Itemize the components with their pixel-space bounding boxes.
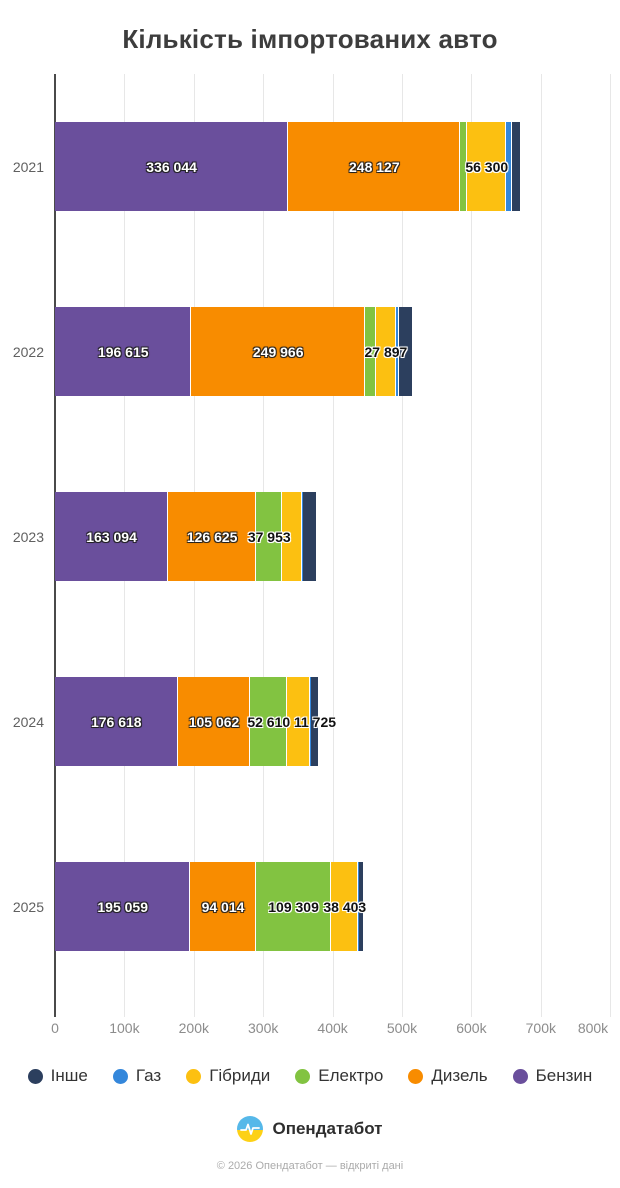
- bar-segment-Дизель-2024[interactable]: [177, 677, 250, 766]
- bar-segment-Дизель-2023[interactable]: [168, 492, 256, 581]
- x-tick-label: 500k: [386, 1020, 418, 1036]
- bar-segment-Електро-2022[interactable]: [364, 307, 376, 396]
- bar-segment-Дизель-2021[interactable]: [288, 122, 460, 211]
- data-label-Дизель-2024: 105 062: [188, 713, 240, 730]
- chart-title: Кількість імпортованих авто: [122, 24, 498, 54]
- data-label-Бензин-2021: 336 044: [146, 158, 197, 175]
- data-label-Гібриди-2025: 38 403: [323, 898, 367, 915]
- bar-row-2024: 176 618 105 062 52 610 11 725: [55, 677, 612, 766]
- bar-segment-Електро-2023[interactable]: [256, 492, 282, 581]
- gridline: [610, 74, 612, 1017]
- legend-label: Електро: [318, 1066, 384, 1085]
- data-label-Електро-2024: 52 610: [247, 713, 291, 730]
- legend-item-Дизель[interactable]: Дизель: [408, 1066, 488, 1086]
- legend-dot-icon: [27, 1068, 43, 1084]
- gridline: [471, 74, 473, 1017]
- bar-segment-Інше-2023[interactable]: [302, 492, 317, 581]
- bar-row-2021: 336 044 248 127 56 300: [55, 122, 612, 211]
- bar-segment-Бензин-2023[interactable]: [55, 492, 168, 581]
- bar-segment-Бензин-2021[interactable]: [55, 122, 288, 211]
- data-label-Електро-2023: 37 953: [247, 528, 291, 545]
- x-tick-label: 300k: [248, 1020, 279, 1036]
- bar-segment-Дизель-2025[interactable]: [190, 862, 255, 951]
- data-label-Гібриди-2022: 27 897: [364, 343, 408, 360]
- bar-segment-Інше-2025[interactable]: [358, 862, 363, 951]
- bar-row-2022: 196 615 249 966 27 897: [55, 307, 612, 396]
- legend-label: Інше: [50, 1066, 88, 1085]
- brand-footer: Опендатабот: [0, 1116, 620, 1142]
- bar-segment-Гібриди-2024[interactable]: [286, 677, 310, 766]
- bar-segment-Газ-2022[interactable]: [395, 307, 398, 396]
- x-tick-label: 100k: [109, 1020, 140, 1036]
- legend-label: Гібриди: [209, 1066, 271, 1085]
- legend: Інше Газ Гібриди Електро Дизель Бензин: [0, 1066, 620, 1086]
- legend-dot-icon: [408, 1068, 424, 1084]
- legend-item-Гібриди[interactable]: Гібриди: [186, 1066, 270, 1086]
- data-label-Дизель-2023: 126 625: [186, 528, 238, 545]
- bar-segment-Електро-2021[interactable]: [460, 122, 467, 211]
- bar-segment-Інше-2022[interactable]: [398, 307, 412, 396]
- data-label-Гібриди-2021: 56 300: [465, 158, 509, 175]
- x-tick-label: 400k: [317, 1020, 348, 1036]
- legend-item-Електро[interactable]: Електро: [295, 1066, 383, 1086]
- bar-segment-Гібриди-2025[interactable]: [331, 862, 358, 951]
- bar-segment-Електро-2024[interactable]: [250, 677, 286, 766]
- y-axis-label-2024: 2024: [12, 713, 44, 730]
- legend-label: Газ: [135, 1066, 162, 1085]
- y-axis-label-2022: 2022: [12, 343, 44, 360]
- copyright-text: © 2026 Опендатабот — відкриті дані: [216, 1160, 404, 1172]
- gridline: [332, 74, 334, 1017]
- data-label-Бензин-2022: 196 615: [97, 343, 149, 360]
- bar-segment-Гібриди-2021[interactable]: [467, 122, 506, 211]
- bar-segment-Інше-2024[interactable]: [310, 677, 319, 766]
- bar-segment-Бензин-2024[interactable]: [55, 677, 177, 766]
- legend-label: Бензин: [535, 1066, 593, 1085]
- data-label-Дизель-2025: 94 014: [201, 898, 245, 915]
- bar-segment-Інше-2021[interactable]: [512, 122, 520, 211]
- brand-name: Опендатабот: [272, 1119, 383, 1138]
- bar-segment-Газ-2021[interactable]: [506, 122, 512, 211]
- opendatabot-logo-icon: [237, 1116, 264, 1142]
- bar-segment-Гібриди-2023[interactable]: [282, 492, 302, 581]
- x-tick-label: 600k: [456, 1020, 487, 1036]
- y-axis-label-2025: 2025: [12, 898, 44, 915]
- gridline: [540, 74, 542, 1017]
- data-label-Дизель-2021: 248 127: [349, 158, 400, 175]
- data-label-Бензин-2024: 176 618: [90, 713, 142, 730]
- bar-segment-Гібриди-2022[interactable]: [376, 307, 395, 396]
- data-label-Інше-2024: 11 725: [293, 713, 337, 730]
- legend-dot-icon: [512, 1068, 528, 1084]
- data-label-Електро-2025: 109 309: [268, 898, 319, 915]
- x-tick-label: 800k: [577, 1020, 609, 1036]
- legend-dot-icon: [112, 1068, 128, 1084]
- legend-item-Інше[interactable]: Інше: [27, 1066, 88, 1086]
- data-label-Бензин-2023: 163 094: [86, 528, 137, 545]
- gridline: [402, 74, 403, 1017]
- y-axis-label-2023: 2023: [12, 528, 44, 545]
- legend-item-Бензин[interactable]: Бензин: [512, 1066, 593, 1086]
- x-tick-label: 0: [51, 1020, 59, 1036]
- bar-row-2023: 163 094 126 625 37 953: [55, 492, 612, 581]
- data-label-Дизель-2022: 249 966: [252, 343, 304, 360]
- data-label-Бензин-2025: 195 059: [97, 898, 148, 915]
- bar-row-2025: 195 059 94 014 109 309 38 403: [55, 862, 612, 951]
- bar-segment-Електро-2025[interactable]: [255, 862, 331, 951]
- bar-segment-Бензин-2022[interactable]: [55, 307, 191, 396]
- legend-dot-icon: [295, 1068, 311, 1084]
- bar-segment-Бензин-2025[interactable]: [55, 862, 190, 951]
- x-tick-label: 200k: [178, 1020, 209, 1036]
- bar-segment-Дизель-2022[interactable]: [191, 307, 364, 396]
- legend-item-Газ[interactable]: Газ: [112, 1066, 162, 1086]
- plot-area: 336 044 248 127 56 300 196 615 249 966 27 897…: [54, 74, 612, 1017]
- legend-dot-icon: [186, 1068, 202, 1084]
- x-tick-label: 700k: [525, 1020, 556, 1036]
- legend-label: Дизель: [431, 1066, 488, 1085]
- y-axis-label-2021: 2021: [12, 158, 44, 175]
